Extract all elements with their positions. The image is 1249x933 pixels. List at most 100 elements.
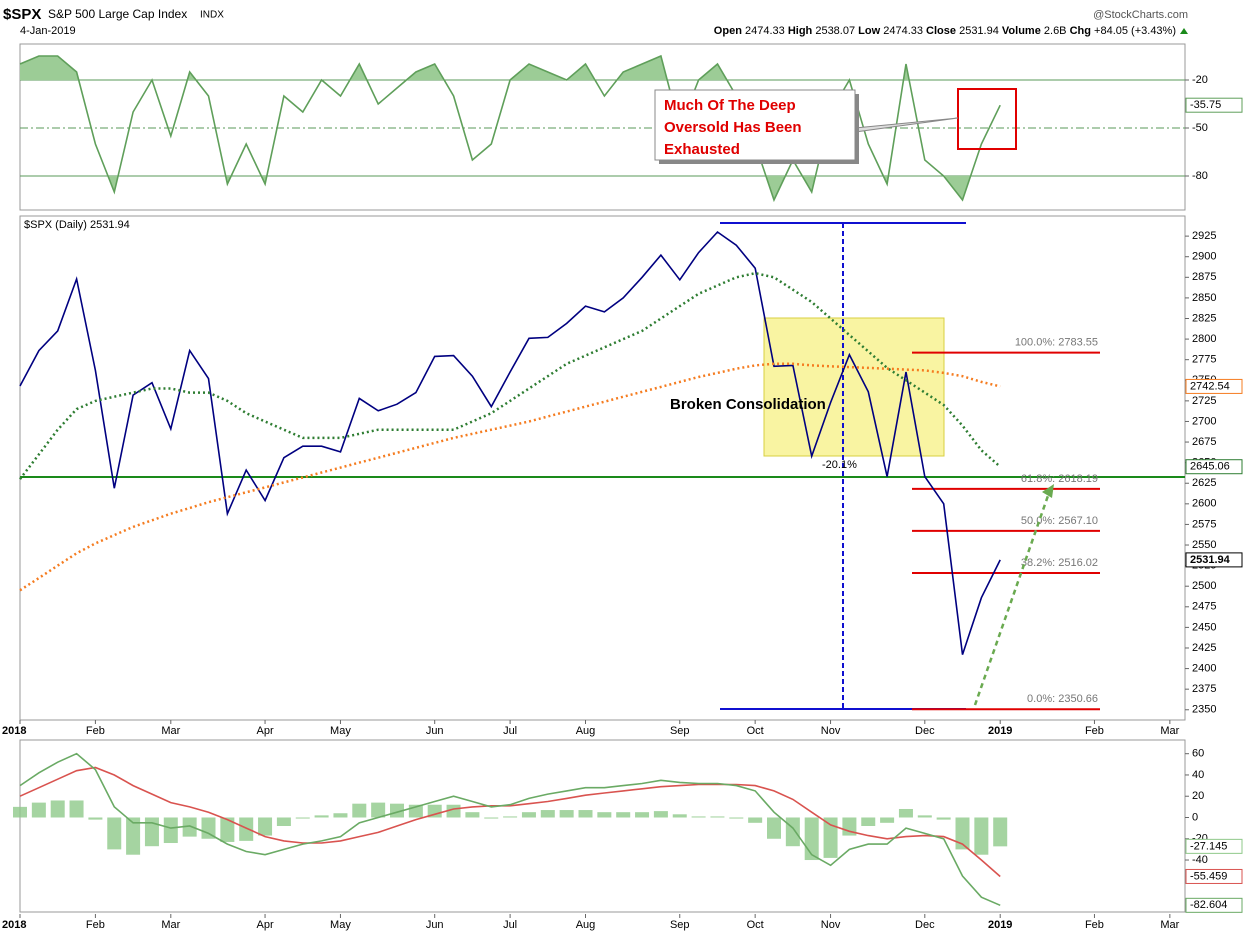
histogram-bar bbox=[861, 817, 876, 826]
x-tick-label: Oct bbox=[747, 725, 764, 737]
fib-label: 0.0%: 2350.66 bbox=[1027, 693, 1098, 705]
x-tick-label: 2019 bbox=[988, 725, 1012, 737]
histogram-bar bbox=[578, 810, 593, 818]
y-tick-label: -50 bbox=[1192, 122, 1208, 134]
y-tick-label: 2925 bbox=[1192, 230, 1216, 242]
y-tick-label: 2850 bbox=[1192, 292, 1216, 304]
y-tick-label: 2475 bbox=[1192, 601, 1216, 613]
value-tag-label: -82.604 bbox=[1190, 899, 1227, 911]
histogram-bar bbox=[258, 817, 273, 836]
line bbox=[19, 230, 1001, 655]
y-tick-label: 2375 bbox=[1192, 683, 1216, 695]
x-tick-label: Dec bbox=[915, 919, 935, 931]
fib-label: 38.2%: 2516.02 bbox=[1021, 557, 1098, 569]
date: 4-Jan-2019 bbox=[20, 25, 76, 37]
x-tick-label: 2018 bbox=[2, 725, 26, 737]
histogram-bar bbox=[371, 802, 386, 818]
histogram-bar bbox=[842, 817, 857, 836]
panel-frame bbox=[19, 43, 1186, 211]
symbol: $SPX bbox=[3, 6, 41, 23]
annotation: Broken Consolidation bbox=[670, 396, 826, 413]
quote-value: 2538.07 bbox=[815, 25, 855, 37]
y-tick-label: 2675 bbox=[1192, 436, 1216, 448]
callout-text: Exhausted bbox=[664, 141, 740, 158]
line bbox=[19, 752, 1001, 907]
y-tick-label: 2800 bbox=[1192, 333, 1216, 345]
y-tick-label: 2450 bbox=[1192, 621, 1216, 633]
histogram-bar bbox=[484, 817, 499, 819]
histogram-bar bbox=[144, 817, 159, 847]
y-tick-label: 60 bbox=[1192, 748, 1204, 760]
quote-label: Close bbox=[926, 25, 956, 37]
x-tick-label: Jun bbox=[426, 919, 444, 931]
quote-label: Open bbox=[714, 25, 742, 37]
histogram-bar bbox=[352, 803, 367, 818]
histogram-bar bbox=[672, 814, 687, 818]
x-tick-label: Mar bbox=[1160, 919, 1179, 931]
x-tick-label: Nov bbox=[821, 919, 841, 931]
y-tick-label: 20 bbox=[1192, 790, 1204, 802]
histogram-bar bbox=[936, 817, 951, 820]
histogram-bar bbox=[748, 817, 763, 823]
y-tick-label: 2825 bbox=[1192, 312, 1216, 324]
y-tick-label: 2400 bbox=[1192, 662, 1216, 674]
value-tag bbox=[1185, 459, 1243, 475]
value-tag bbox=[1185, 378, 1243, 394]
trend-arrow bbox=[973, 489, 1052, 706]
y-tick-label: 2900 bbox=[1192, 251, 1216, 263]
y-tick-label: 2700 bbox=[1192, 415, 1216, 427]
x-tick-label: Mar bbox=[1160, 725, 1179, 737]
y-tick-label: 2425 bbox=[1192, 642, 1216, 654]
x-tick-label: Sep bbox=[670, 725, 690, 737]
histogram-bar bbox=[559, 810, 574, 818]
value-tag-label: -35.75 bbox=[1190, 99, 1221, 111]
histogram-bar bbox=[710, 816, 725, 818]
histogram-bar bbox=[220, 817, 235, 842]
histogram-bar bbox=[993, 817, 1008, 847]
histogram-bar bbox=[465, 812, 480, 818]
y-tick-label: 2625 bbox=[1192, 477, 1216, 489]
x-tick-label: Jul bbox=[503, 919, 517, 931]
x-tick-label: Sep bbox=[670, 919, 690, 931]
histogram-bar bbox=[295, 817, 310, 819]
line bbox=[19, 362, 1001, 592]
quote-label: High bbox=[788, 25, 813, 37]
histogram-bar bbox=[201, 817, 216, 839]
histogram-bar bbox=[635, 812, 650, 818]
histogram-bar bbox=[540, 810, 555, 818]
value-tag-label: -27.145 bbox=[1190, 840, 1227, 852]
x-tick-label: May bbox=[330, 919, 351, 931]
arrow-head bbox=[1042, 484, 1054, 498]
histogram-bar bbox=[182, 817, 197, 837]
x-tick-label: Feb bbox=[1085, 725, 1104, 737]
x-tick-label: Mar bbox=[161, 919, 180, 931]
x-tick-label: Apr bbox=[256, 919, 273, 931]
histogram-bar bbox=[69, 800, 84, 818]
x-tick-label: Aug bbox=[576, 919, 596, 931]
value-tag bbox=[1185, 897, 1243, 913]
value-tag-label: 2531.94 bbox=[1190, 554, 1231, 566]
value-tag bbox=[1185, 97, 1243, 113]
quote-value: 2.6B bbox=[1044, 25, 1067, 37]
histogram-bar bbox=[239, 817, 254, 841]
histogram-bar bbox=[785, 817, 800, 847]
value-tag bbox=[1185, 868, 1243, 884]
up-arrow bbox=[1180, 28, 1188, 34]
x-tick-label: Jun bbox=[426, 725, 444, 737]
x-tick-label: May bbox=[330, 725, 351, 737]
fib-label: 50.0%: 2567.10 bbox=[1021, 515, 1098, 527]
annotation: -20.1% bbox=[822, 459, 857, 471]
x-tick-label: Feb bbox=[86, 919, 105, 931]
source: @StockCharts.com bbox=[1093, 9, 1188, 21]
histogram-bar bbox=[88, 817, 103, 820]
histogram-bar bbox=[390, 803, 404, 818]
histogram-bar bbox=[597, 812, 612, 818]
quote-label: Chg bbox=[1070, 25, 1091, 37]
fib-label: 61.8%: 2618.19 bbox=[1021, 473, 1098, 485]
quote-value: 2531.94 bbox=[959, 25, 999, 37]
x-tick-label: Oct bbox=[747, 919, 764, 931]
x-tick-label: Feb bbox=[1085, 919, 1104, 931]
quote: Open 2474.33 High 2538.07 Low 2474.33 Cl… bbox=[714, 25, 1176, 37]
x-tick-label: Apr bbox=[256, 725, 273, 737]
